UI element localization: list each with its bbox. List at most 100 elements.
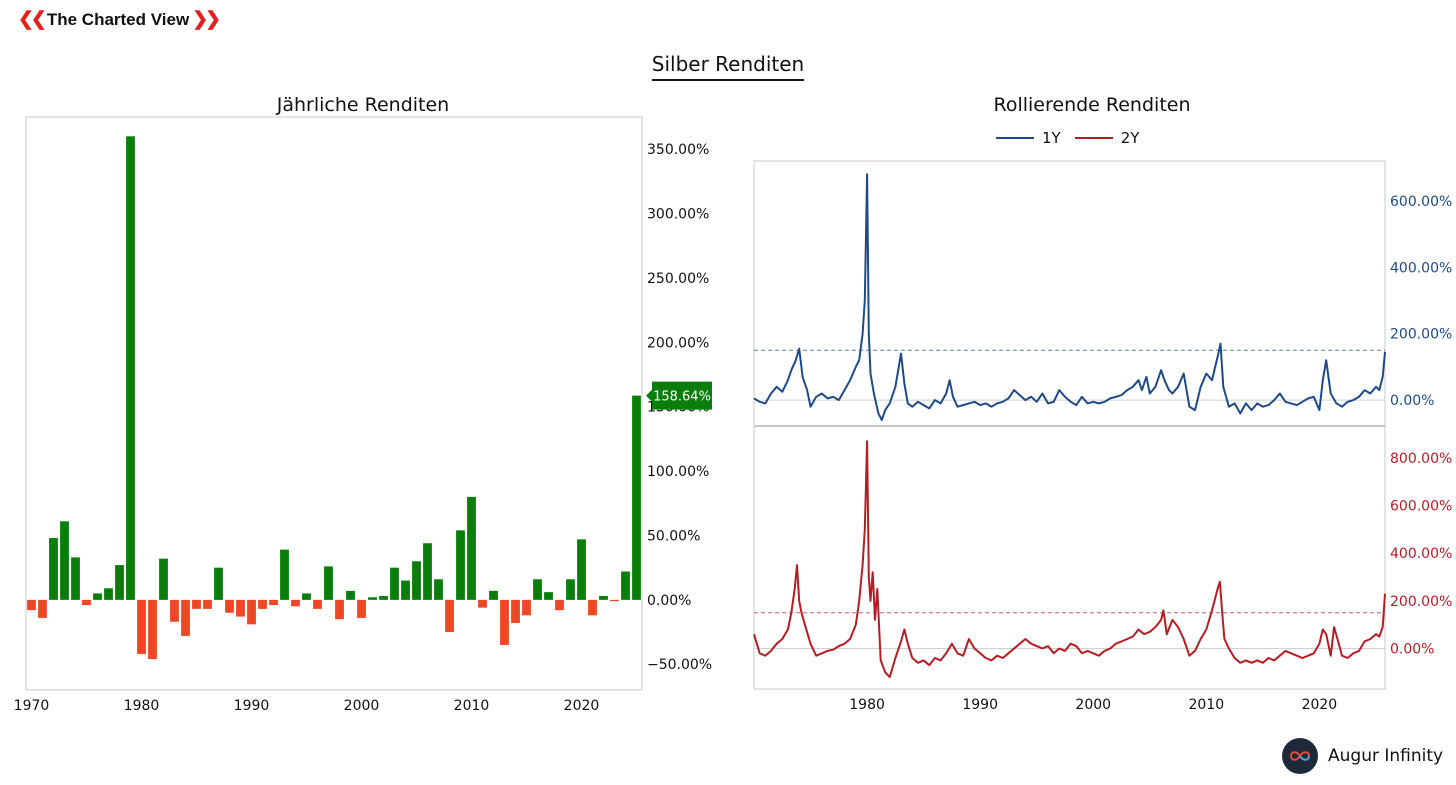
bar-1997 (324, 566, 333, 600)
bar-2007 (434, 579, 443, 600)
bar-chart-frame (25, 116, 643, 691)
y-tick-label-1Y: 600.00% (1390, 194, 1452, 210)
y-tick-label: 100.00% (647, 464, 709, 480)
bar-1982 (159, 558, 168, 600)
legend-label-2y: 2Y (1120, 129, 1140, 147)
bar-2025 (632, 395, 641, 600)
bar-2023 (610, 599, 619, 602)
bar-2017 (544, 592, 553, 600)
bar-1974 (71, 557, 80, 600)
y-tick-label: 50.00% (647, 528, 700, 544)
series-line-1Y (753, 173, 1386, 421)
last-value-label: 158.64% (653, 390, 711, 405)
bar-1971 (38, 599, 47, 618)
bar-1986 (203, 599, 212, 609)
legend-swatch-2y (1074, 137, 1113, 139)
bar-1994 (291, 599, 300, 607)
bar-1988 (225, 599, 234, 613)
brand-name: The Charted View (46, 9, 190, 29)
bar-1970 (27, 599, 36, 611)
last-value-tag (646, 381, 712, 410)
bar-2005 (412, 561, 421, 600)
bar-2021 (588, 599, 597, 616)
x-tick-label: 1980 (849, 697, 885, 713)
y-tick-label-1Y: 0.00% (1390, 393, 1434, 409)
bar-2019 (566, 579, 575, 600)
x-tick-label: 1990 (234, 698, 270, 714)
left-chart-title: Jährliche Renditen (276, 94, 450, 116)
y-tick-label-2Y: 400.00% (1390, 546, 1452, 562)
bar-1991 (258, 599, 267, 609)
y-tick-label-1Y: 200.00% (1390, 327, 1452, 343)
x-tick-label: 2020 (564, 698, 600, 714)
bar-2011 (478, 599, 487, 608)
y-tick-label: 350.00% (647, 142, 709, 158)
bar-1972 (49, 538, 58, 600)
bar-1977 (104, 588, 113, 600)
footer-brand-name: Augur Infinity (1328, 746, 1444, 766)
bar-1998 (335, 599, 344, 620)
bar-1999 (346, 590, 355, 600)
bar-1984 (181, 599, 190, 636)
bar-2020 (577, 539, 586, 600)
bar-2016 (533, 579, 542, 600)
bar-1981 (148, 599, 157, 660)
bar-2012 (489, 590, 498, 600)
bar-1980 (137, 599, 146, 654)
bar-2009 (456, 530, 465, 600)
x-tick-label: 2020 (1302, 697, 1338, 713)
bar-2010 (467, 496, 476, 600)
bar-1996 (313, 599, 322, 609)
x-tick-label: 1980 (124, 698, 160, 714)
y-tick-label-2Y: 200.00% (1390, 594, 1452, 610)
bar-1975 (82, 599, 91, 606)
y-tick-label-2Y: 800.00% (1390, 451, 1452, 467)
bar-1973 (60, 521, 69, 600)
bar-1995 (302, 593, 311, 600)
y-tick-label-2Y: 600.00% (1390, 499, 1452, 515)
bar-2006 (423, 543, 432, 600)
series-line-2Y (753, 440, 1386, 679)
x-tick-label: 2000 (344, 698, 380, 714)
legend-item-2y[interactable]: 2Y (1074, 129, 1140, 147)
bar-1992 (269, 599, 278, 606)
y-tick-label-1Y: 400.00% (1390, 260, 1452, 276)
double-chevron-left-icon: ❮❮ (18, 9, 47, 30)
legend-item-1y[interactable]: 1Y (996, 129, 1061, 147)
x-tick-label: 2010 (1189, 697, 1225, 713)
y-tick-label: 200.00% (647, 335, 709, 351)
bar-2015 (522, 599, 531, 616)
infinity-icon (1282, 738, 1318, 774)
double-chevron-right-icon: ❯❯ (192, 9, 221, 30)
legend-swatch-1y (996, 137, 1034, 139)
bar-1993 (280, 549, 289, 600)
x-tick-label: 2000 (1075, 697, 1111, 713)
bar-1978 (115, 565, 124, 600)
bar-2002 (379, 596, 388, 600)
brand-logo: ❮❮ The Charted View ❯❯ (18, 8, 221, 31)
bar-1979 (126, 136, 135, 600)
bar-2018 (555, 599, 564, 611)
bar-2000 (357, 599, 366, 618)
y-tick-label: −50.00% (647, 657, 712, 673)
bar-1976 (93, 593, 102, 600)
y-tick-label-2Y: 0.00% (1390, 642, 1434, 658)
bar-1987 (214, 567, 223, 600)
bar-1985 (192, 599, 201, 609)
bar-2013 (500, 599, 509, 645)
main-title: Silber Renditen (651, 52, 805, 81)
bar-2001 (368, 597, 377, 600)
y-tick-label: 0.00% (647, 593, 691, 609)
y-tick-label: 250.00% (647, 271, 709, 287)
bar-2024 (621, 571, 630, 600)
main-title-wrap: Silber Renditen (0, 52, 1456, 81)
footer-brand: Augur Infinity (1282, 738, 1443, 774)
bar-2008 (445, 599, 454, 633)
bar-2004 (401, 580, 410, 600)
bar-1983 (170, 599, 179, 622)
bar-2022 (599, 596, 608, 600)
bar-2003 (390, 567, 399, 600)
bar-1990 (247, 599, 256, 625)
legend-label-1y: 1Y (1042, 129, 1061, 147)
